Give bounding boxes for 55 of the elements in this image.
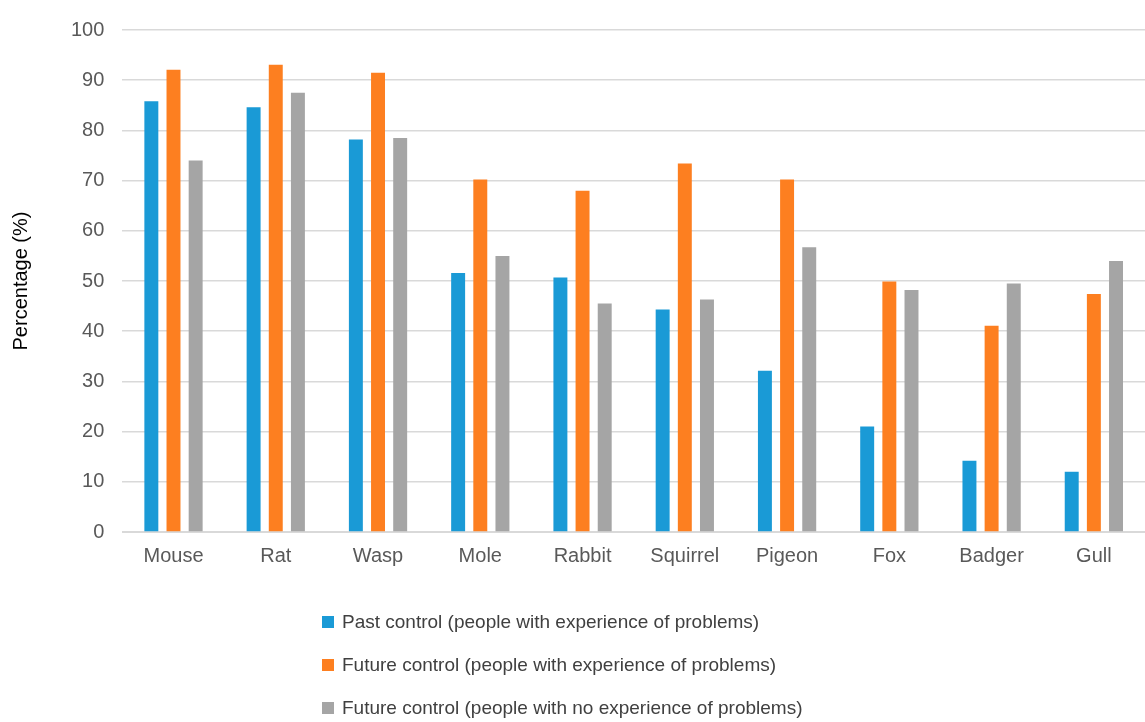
- bar: [655, 309, 670, 532]
- y-tick-label: 20: [82, 419, 105, 442]
- bar: [371, 72, 386, 532]
- bar: [348, 139, 363, 532]
- x-tick-label: Pigeon: [755, 543, 819, 566]
- y-tick-label: 10: [82, 469, 105, 492]
- bar: [757, 370, 772, 532]
- y-tick-label: 100: [70, 17, 105, 40]
- bar: [1006, 283, 1021, 532]
- x-tick-label: Rabbit: [553, 543, 612, 566]
- bar: [984, 325, 999, 532]
- y-tick-label: 90: [82, 67, 105, 90]
- bar: [553, 277, 568, 532]
- bar: [780, 179, 795, 532]
- x-tick-label: Mouse: [143, 543, 204, 566]
- bar: [1086, 294, 1101, 532]
- y-axis-title: Percentage (%): [8, 211, 31, 351]
- x-tick-label: Wasp: [352, 543, 404, 566]
- legend-label: Future control (people with experience of problems): [342, 653, 777, 676]
- bar: [188, 160, 203, 532]
- legend-label: Past control (people with experience of problems): [342, 610, 760, 633]
- bar: [860, 426, 875, 532]
- x-tick-label: Fox: [872, 543, 907, 566]
- bar: [246, 107, 261, 532]
- y-tick-label: 80: [82, 117, 105, 140]
- bar: [268, 64, 283, 532]
- legend-label: Future control (people with no experience of problems): [342, 696, 803, 719]
- bar: [290, 92, 305, 532]
- bar: [144, 101, 159, 532]
- bar: [166, 69, 181, 532]
- x-tick-label: Squirrel: [650, 543, 720, 566]
- bar: [1064, 471, 1079, 532]
- bar: [882, 281, 897, 532]
- y-tick-label: 70: [82, 168, 105, 191]
- x-tick-label: Gull: [1076, 543, 1112, 566]
- x-tick-label: Rat: [260, 543, 292, 566]
- bar: [904, 290, 919, 532]
- bar: [962, 460, 977, 532]
- bar: [451, 272, 466, 532]
- x-tick-label: Mole: [458, 543, 502, 566]
- bar: [597, 303, 612, 532]
- y-tick-label: 40: [82, 318, 105, 341]
- bar: [677, 163, 692, 532]
- x-tick-label: Badger: [959, 543, 1025, 566]
- y-tick-label: 60: [82, 218, 105, 241]
- bar: [575, 190, 590, 532]
- bar: [1109, 260, 1124, 532]
- bar: [495, 255, 510, 532]
- y-tick-label: 0: [93, 519, 105, 542]
- bar: [699, 299, 714, 532]
- bar: [802, 247, 817, 532]
- bar: [393, 137, 408, 532]
- y-tick-label: 50: [82, 268, 105, 291]
- bar: [473, 179, 488, 532]
- y-tick-label: 30: [82, 368, 105, 391]
